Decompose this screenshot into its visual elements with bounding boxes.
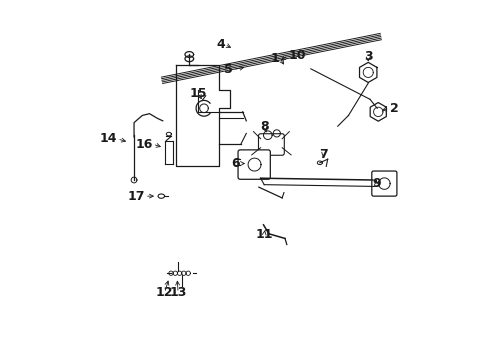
Text: 7: 7 bbox=[318, 148, 327, 161]
Text: 17: 17 bbox=[127, 190, 144, 203]
Text: 9: 9 bbox=[371, 177, 380, 190]
Text: 4: 4 bbox=[216, 38, 224, 51]
Text: 1: 1 bbox=[270, 51, 279, 64]
FancyBboxPatch shape bbox=[371, 171, 396, 196]
Text: 2: 2 bbox=[389, 102, 398, 115]
Text: 12: 12 bbox=[156, 287, 173, 300]
Text: 14: 14 bbox=[100, 132, 117, 145]
Text: 11: 11 bbox=[255, 228, 272, 241]
Text: 8: 8 bbox=[260, 121, 268, 134]
FancyBboxPatch shape bbox=[238, 150, 270, 179]
Text: 13: 13 bbox=[169, 287, 186, 300]
Text: 5: 5 bbox=[224, 63, 233, 76]
Text: 16: 16 bbox=[135, 138, 152, 150]
Text: 3: 3 bbox=[363, 50, 372, 63]
FancyBboxPatch shape bbox=[258, 134, 284, 155]
Text: 15: 15 bbox=[189, 87, 207, 100]
Text: 6: 6 bbox=[231, 157, 240, 170]
Text: 10: 10 bbox=[287, 49, 305, 62]
